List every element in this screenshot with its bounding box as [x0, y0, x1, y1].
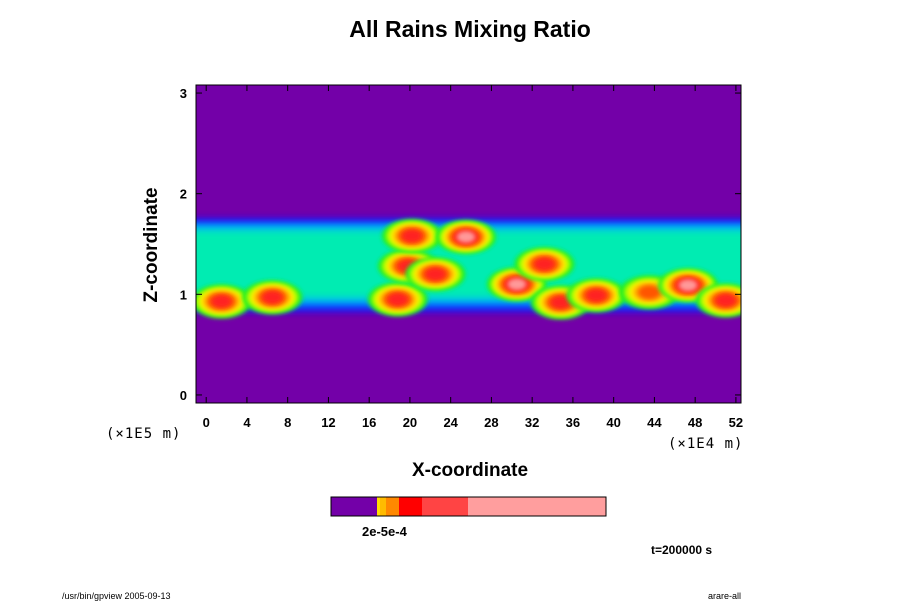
rain-cell: [715, 294, 736, 307]
x-tick-label: 32: [525, 415, 539, 430]
footer-right: arare-all: [708, 591, 742, 601]
x-tick-label: 36: [566, 415, 580, 430]
rain-cell: [211, 295, 232, 308]
colorbar-segment: [399, 497, 422, 516]
rain-cell: [534, 257, 555, 271]
y-tick-label: 2: [180, 187, 187, 202]
colorbar-segment: [386, 497, 399, 516]
y-tick-label: 3: [180, 86, 187, 101]
rain-cell: [262, 291, 283, 304]
x-tick-label: 0: [203, 415, 210, 430]
colorbar-segment: [331, 497, 377, 516]
x-tick-label: 24: [443, 415, 458, 430]
x-tick-label: 12: [321, 415, 335, 430]
y-ticks: 0 1 2 3: [180, 86, 741, 403]
footer-left: /usr/bin/gpview 2005-09-13: [62, 591, 171, 601]
y-tick-label: 0: [180, 388, 187, 403]
rain-cell: [550, 296, 571, 309]
rain-cell: [401, 229, 422, 243]
colorbar-segment: [422, 497, 468, 516]
rain-cell: [387, 293, 408, 306]
x-tick-label: 52: [729, 415, 743, 430]
plot-frame: [195, 84, 742, 404]
rain-cell: [586, 289, 607, 302]
rain-cell: [425, 267, 446, 281]
colorbar-label: 2e-5e-4: [362, 524, 407, 539]
colorbar-segment: [377, 497, 380, 516]
x-tick-label: 4: [243, 415, 251, 430]
chart-title: All Rains Mixing Ratio: [349, 16, 591, 42]
x-tick-label: 48: [688, 415, 702, 430]
y-axis-label: Z-coordinate: [141, 187, 162, 303]
colorbar-segment: [468, 497, 606, 516]
x-ticks: 0 4 8 12 16 20 24 28 32 36 40 44 48 52: [203, 85, 743, 430]
x-tick-label: 16: [362, 415, 376, 430]
rain-cell: [507, 278, 527, 291]
x-tick-label: 8: [284, 415, 291, 430]
x-tick-label: 28: [484, 415, 498, 430]
x-tick-label: 20: [403, 415, 417, 430]
y-tick-label: 1: [180, 287, 187, 302]
time-label: t=200000 s: [651, 543, 713, 557]
rain-cell: [638, 285, 661, 300]
x-axis-label: X-coordinate: [411, 460, 529, 481]
x-tick-label: 40: [606, 415, 620, 430]
y-axis-unit: (×1E5 m): [106, 426, 182, 442]
colorbar: [330, 496, 607, 517]
rain-cell: [456, 231, 476, 243]
colorbar-frame: [330, 496, 607, 517]
colorbar-segment: [380, 497, 386, 516]
heatmap-field: [196, 218, 741, 320]
x-axis-unit: (×1E4 m): [668, 436, 744, 452]
rain-cell: [678, 279, 698, 292]
x-tick-label: 44: [647, 415, 662, 430]
